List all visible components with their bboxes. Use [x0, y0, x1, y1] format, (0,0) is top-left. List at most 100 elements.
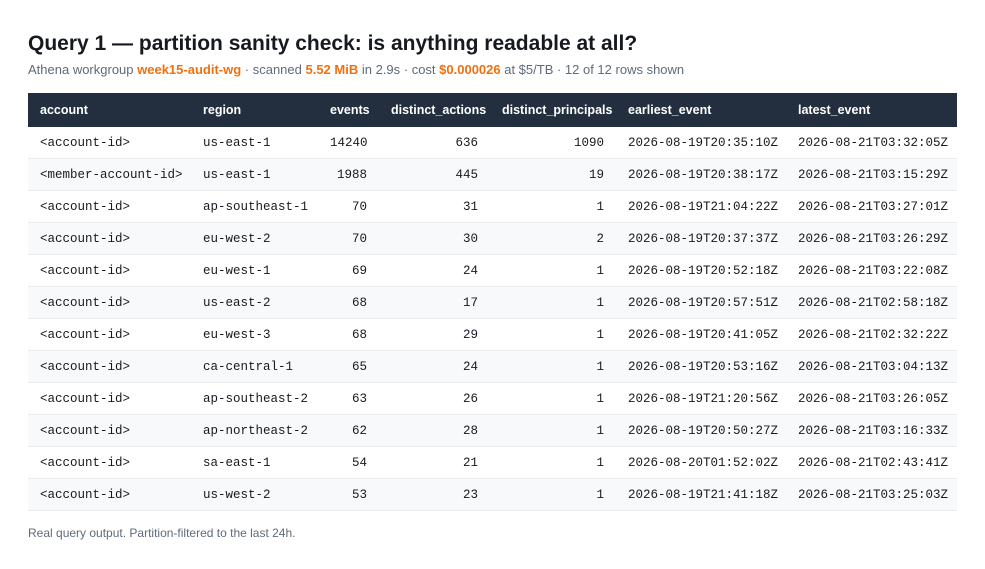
subtitle-text: · scanned: [241, 62, 306, 77]
table-row: <account-id> eu-west-2 70 30 2 2026-08-19T20:…: [28, 222, 957, 255]
table-cell: 62: [318, 414, 379, 447]
table-cell: 29: [379, 318, 490, 351]
cost: $0.000026: [439, 62, 501, 77]
table-row: <account-id> us-west-2 53 23 1 2026-08-19T21:…: [28, 478, 957, 511]
column-header: events: [318, 93, 379, 127]
table-cell: 2026-08-21T02:43:41Z: [786, 446, 957, 479]
table-row: <account-id> ap-southeast-1 70 31 1 2026-08-1…: [28, 190, 957, 223]
table-cell: <account-id>: [28, 414, 191, 447]
table-row: <account-id> us-east-2 68 17 1 2026-08-19T20:…: [28, 286, 957, 319]
table-cell: 2026-08-21T03:27:01Z: [786, 190, 957, 223]
footer-note: Real query output. Partition-filtered to…: [28, 526, 296, 540]
table-cell: 2026-08-19T20:37:37Z: [616, 222, 786, 255]
table-cell: 2026-08-21T02:32:22Z: [786, 318, 957, 351]
column-header: distinct_actions: [379, 93, 490, 127]
table-cell: 24: [379, 350, 490, 383]
table-cell: <account-id>: [28, 350, 191, 383]
table-cell: 2026-08-21T03:04:13Z: [786, 350, 957, 383]
table-cell: 26: [379, 382, 490, 415]
table-cell: 2026-08-19T20:41:05Z: [616, 318, 786, 351]
table-cell: 2026-08-20T01:52:02Z: [616, 446, 786, 479]
table-cell: 445: [379, 158, 490, 191]
table-cell: 1988: [318, 158, 379, 191]
subtitle-text: Athena workgroup: [28, 62, 138, 77]
table-cell: 70: [318, 190, 379, 223]
table-cell: 28: [379, 414, 490, 447]
table-cell: 2026-08-19T20:52:18Z: [616, 254, 786, 287]
workgroup: week15-audit-wg: [137, 62, 242, 77]
table-cell: 2026-08-21T03:25:03Z: [786, 478, 957, 511]
table-cell: 69: [318, 254, 379, 287]
table-cell: 68: [318, 286, 379, 319]
column-header: region: [191, 93, 318, 127]
table-cell: 2026-08-19T20:57:51Z: [616, 286, 786, 319]
table-row: <member-account-id> us-east-1 1988 445 19 202…: [28, 158, 957, 191]
table-cell: 2026-08-19T21:41:18Z: [616, 478, 786, 511]
table-cell: 1: [490, 286, 616, 319]
table-cell: 23: [379, 478, 490, 511]
table-cell: <account-id>: [28, 190, 191, 223]
table-row: <account-id> ca-central-1 65 24 1 2026-08-19T…: [28, 350, 957, 383]
column-header: account: [28, 93, 191, 127]
table-cell: 31: [379, 190, 490, 223]
table-cell: eu-west-1: [191, 254, 318, 287]
table-cell: 21: [379, 446, 490, 479]
table-cell: eu-west-3: [191, 318, 318, 351]
table-body: <account-id> us-east-1 14240 636 1090 2026-08…: [28, 127, 957, 511]
table-cell: 1: [490, 382, 616, 415]
table-cell: 1: [490, 254, 616, 287]
table-cell: 2026-08-19T20:38:17Z: [616, 158, 786, 191]
title: Query 1 — partition sanity check: is any…: [28, 32, 638, 55]
table-cell: 2026-08-21T02:58:18Z: [786, 286, 957, 319]
table-cell: <member-account-id>: [28, 158, 191, 191]
table-cell: 1: [490, 190, 616, 223]
table-cell: 2026-08-21T03:15:29Z: [786, 158, 957, 191]
table-row: <account-id> ap-southeast-2 63 26 1 2026-08-1…: [28, 382, 957, 415]
table-cell: 1090: [490, 127, 616, 159]
table-row: <account-id> eu-west-1 69 24 1 2026-08-19T20:…: [28, 254, 957, 287]
table-cell: 1: [490, 350, 616, 383]
table-cell: 24: [379, 254, 490, 287]
table-cell: 14240: [318, 127, 379, 159]
subtitle: Athena workgroup week15-audit-wg · scann…: [28, 61, 684, 79]
table-cell: 2026-08-19T21:04:22Z: [616, 190, 786, 223]
table-cell: 68: [318, 318, 379, 351]
table-cell: 2026-08-21T03:16:33Z: [786, 414, 957, 447]
results-table: account region events distinct_actions disti…: [28, 93, 957, 511]
table-cell: 1: [490, 478, 616, 511]
table-cell: 2026-08-21T03:22:08Z: [786, 254, 957, 287]
table-cell: 2026-08-21T03:26:29Z: [786, 222, 957, 255]
table-cell: <account-id>: [28, 127, 191, 159]
table-cell: 2026-08-19T20:50:27Z: [616, 414, 786, 447]
table-cell: ap-southeast-1: [191, 190, 318, 223]
column-header: earliest_event: [616, 93, 786, 127]
table-cell: 2: [490, 222, 616, 255]
table-row: <account-id> ap-northeast-2 62 28 1 2026-08-1…: [28, 414, 957, 447]
table-cell: 1: [490, 414, 616, 447]
table-cell: ap-southeast-2: [191, 382, 318, 415]
table-cell: ca-central-1: [191, 350, 318, 383]
table-cell: <account-id>: [28, 286, 191, 319]
table-cell: sa-east-1: [191, 446, 318, 479]
table-cell: 54: [318, 446, 379, 479]
subtitle-text: in 2.9s · cost: [358, 62, 440, 77]
table-cell: 63: [318, 382, 379, 415]
table-cell: 2026-08-19T20:35:10Z: [616, 127, 786, 159]
table-cell: ap-northeast-2: [191, 414, 318, 447]
table-cell: 65: [318, 350, 379, 383]
table-cell: 17: [379, 286, 490, 319]
table-cell: 2026-08-21T03:26:05Z: [786, 382, 957, 415]
scanned-size: 5.52 MiB: [305, 62, 359, 77]
table-cell: <account-id>: [28, 254, 191, 287]
table-cell: 2026-08-19T21:20:56Z: [616, 382, 786, 415]
table-cell: <account-id>: [28, 222, 191, 255]
table-cell: us-west-2: [191, 478, 318, 511]
table-cell: us-east-1: [191, 158, 318, 191]
table-cell: 19: [490, 158, 616, 191]
header-row: account region events distinct_actions disti…: [28, 93, 957, 127]
table-cell: 1: [490, 446, 616, 479]
table-cell: eu-west-2: [191, 222, 318, 255]
table-cell: 2026-08-21T03:32:05Z: [786, 127, 957, 159]
table-cell: <account-id>: [28, 382, 191, 415]
